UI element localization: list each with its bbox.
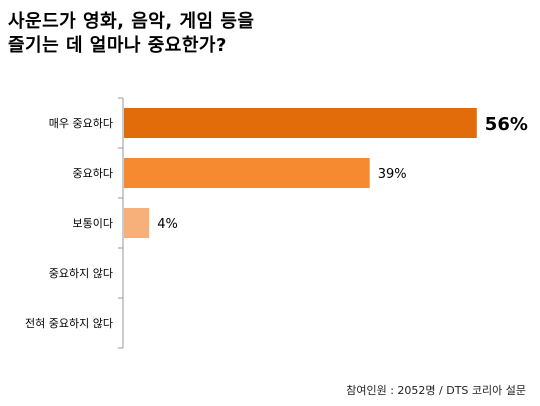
data-label: 4% bbox=[157, 217, 178, 232]
chart-title-line-2: 즐기는 데 얼마나 중요한가? bbox=[8, 35, 227, 56]
bar bbox=[124, 208, 150, 238]
chart-title: 사운드가 영화, 음악, 게임 등을 즐기는 데 얼마나 중요한가? bbox=[8, 10, 508, 58]
category-label: 중요하지 않다 bbox=[49, 266, 113, 280]
category-label: 전혀 중요하지 않다 bbox=[25, 316, 113, 330]
source-note: 참여인원 : 2052명 / DTS 코리아 설문 bbox=[346, 384, 526, 397]
chart-title-line-1: 사운드가 영화, 음악, 게임 등을 bbox=[8, 11, 255, 32]
category-label: 중요하다 bbox=[73, 166, 113, 180]
category-label: 매우 중요하다 bbox=[49, 116, 113, 130]
bar bbox=[124, 158, 370, 188]
category-label: 보통이다 bbox=[73, 217, 113, 230]
data-label: 56% bbox=[485, 114, 528, 135]
bar bbox=[124, 108, 477, 138]
data-label: 39% bbox=[378, 167, 407, 182]
